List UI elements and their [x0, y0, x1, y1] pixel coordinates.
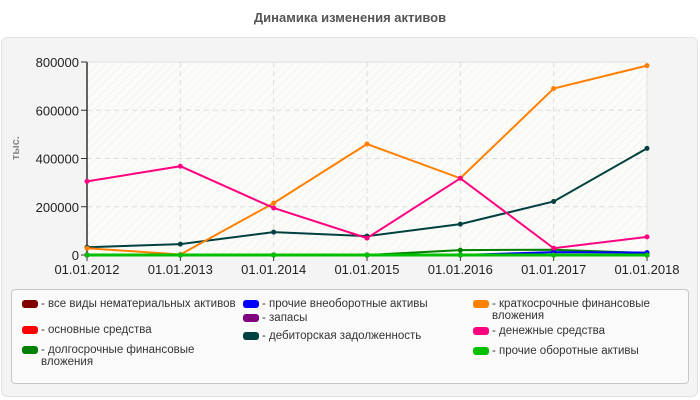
- data-point[interactable]: [84, 252, 90, 258]
- y-tick-label: 400000: [36, 152, 79, 167]
- legend-label: - краткосрочные финансовые вложения: [492, 298, 650, 322]
- data-point[interactable]: [177, 252, 183, 258]
- data-point[interactable]: [457, 221, 463, 227]
- legend-label: - основные средства: [41, 324, 152, 336]
- plot-area: 0 200000 400000 600000 800000 01.01.2012 01.01…: [36, 55, 680, 277]
- x-tick-label: 01.01.2014: [241, 262, 306, 277]
- legend-item[interactable]: - прочие оборотные активы: [473, 345, 682, 357]
- legend-swatch: [243, 300, 259, 308]
- data-point[interactable]: [271, 200, 277, 206]
- x-tick-label: 01.01.2012: [54, 262, 119, 277]
- legend-swatch: [473, 347, 489, 355]
- chart-title: Динамика изменения активов: [253, 10, 447, 25]
- legend-label: - дебиторская задолженность: [262, 330, 422, 342]
- data-point[interactable]: [457, 247, 463, 253]
- tick-labels: 0 200000 400000 600000 800000 01.01.2012 01.01…: [36, 55, 680, 277]
- legend-label: - все виды нематериальных активов: [41, 298, 236, 310]
- data-point[interactable]: [271, 252, 277, 258]
- data-point[interactable]: [644, 145, 650, 151]
- x-tick-label: 01.01.2013: [148, 262, 213, 277]
- legend-swatch: [22, 300, 38, 308]
- legend-label: - прочие внеоборотные активы: [262, 298, 428, 310]
- data-point[interactable]: [84, 245, 90, 251]
- legend-item[interactable]: - долгосрочные финансовые вложения: [22, 344, 241, 368]
- gridlines: [87, 61, 648, 255]
- legend-swatch: [473, 300, 489, 308]
- data-point[interactable]: [551, 245, 557, 251]
- legend-item[interactable]: - все виды нематериальных активов: [22, 298, 241, 310]
- data-point[interactable]: [364, 235, 370, 241]
- legend-item[interactable]: - денежные средства: [473, 325, 682, 337]
- data-point[interactable]: [457, 252, 463, 258]
- legend-swatch: [473, 327, 489, 335]
- y-tick-label: 800000: [36, 55, 79, 70]
- legend-swatch: [22, 346, 38, 354]
- x-tick-label: 01.01.2015: [334, 262, 399, 277]
- y-tick-label: 600000: [36, 103, 79, 118]
- series-line[interactable]: [84, 252, 650, 258]
- y-axis-label: тыс.: [10, 136, 22, 160]
- x-tick-label: 01.01.2017: [521, 262, 586, 277]
- legend-swatch: [243, 332, 259, 340]
- legend-label: - прочие оборотные активы: [492, 345, 639, 357]
- data-point[interactable]: [364, 252, 370, 258]
- series-line[interactable]: [84, 163, 650, 251]
- y-tick-label: 200000: [36, 200, 79, 215]
- legend-item[interactable]: - основные средства: [22, 324, 241, 336]
- data-point[interactable]: [551, 198, 557, 204]
- legend-item[interactable]: - краткосрочные финансовые вложения: [473, 298, 682, 322]
- legend-item[interactable]: - дебиторская задолженность: [243, 330, 492, 342]
- data-point[interactable]: [644, 252, 650, 258]
- legend-label: - денежные средства: [492, 325, 606, 337]
- legend-item[interactable]: - прочие внеоборотные активы: [243, 298, 492, 310]
- data-point[interactable]: [177, 241, 183, 247]
- x-tick-label: 01.01.2018: [614, 262, 679, 277]
- data-point[interactable]: [644, 63, 650, 69]
- legend-item[interactable]: - запасы: [243, 312, 492, 324]
- legend-label: - запасы: [262, 312, 308, 324]
- data-point[interactable]: [457, 175, 463, 181]
- legend-swatch: [243, 314, 259, 322]
- x-tick-label: 01.01.2016: [428, 262, 493, 277]
- data-point[interactable]: [177, 163, 183, 169]
- data-point[interactable]: [271, 229, 277, 235]
- data-point[interactable]: [551, 86, 557, 92]
- data-point[interactable]: [271, 205, 277, 211]
- y-tick-label: 0: [72, 248, 79, 263]
- legend-label: - долгосрочные финансовые вложения: [41, 344, 195, 368]
- data-point[interactable]: [551, 252, 557, 258]
- data-point[interactable]: [644, 234, 650, 240]
- legend: - все виды нематериальных активов - осно…: [11, 289, 689, 384]
- data-point[interactable]: [364, 141, 370, 147]
- legend-swatch: [22, 326, 38, 334]
- data-point[interactable]: [84, 178, 90, 184]
- series-lines: [84, 63, 650, 258]
